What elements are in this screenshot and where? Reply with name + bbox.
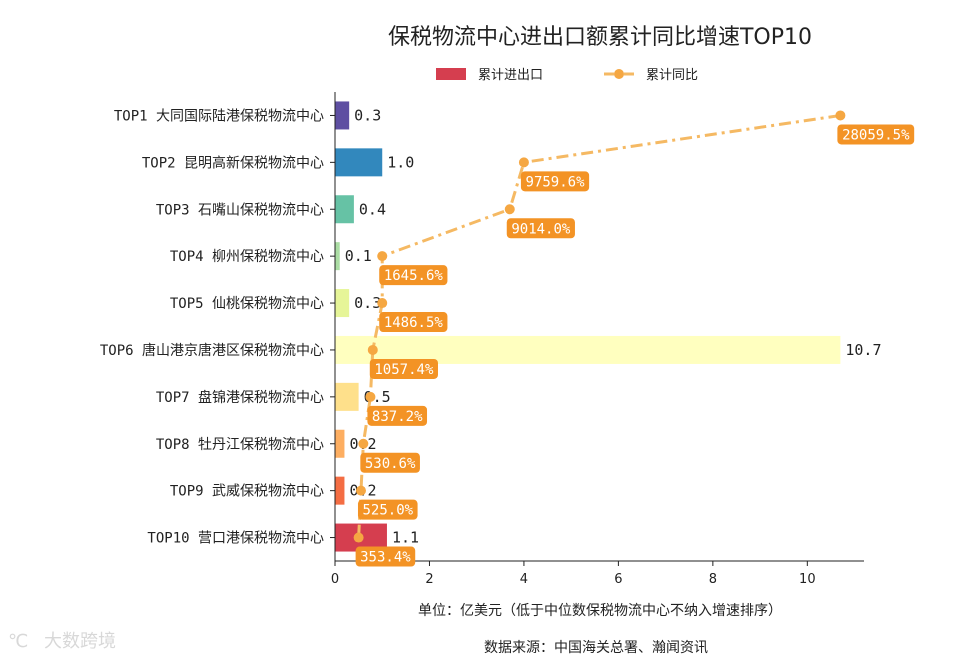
growth-marker	[353, 532, 364, 543]
bar	[335, 242, 340, 271]
x-tick-label: 2	[425, 572, 433, 587]
category-label: TOP3 石嘴山保税物流中心	[156, 202, 324, 218]
category-label: TOP9 武威保税物流中心	[170, 484, 324, 500]
x-axis-label: 单位：亿美元（低于中位数保税物流中心不纳入增速排序）	[418, 603, 782, 619]
bar	[335, 429, 345, 458]
growth-marker	[377, 251, 388, 262]
growth-label: 837.2%	[372, 409, 423, 425]
growth-label: 530.6%	[365, 456, 416, 472]
growth-marker	[835, 110, 846, 121]
category-label: TOP8 牡丹江保税物流中心	[156, 437, 324, 453]
bar-value-label: 0.3	[354, 106, 381, 124]
growth-label: 1645.6%	[384, 268, 444, 284]
growth-label: 9014.0%	[511, 221, 571, 237]
category-label: TOP4 柳州保税物流中心	[170, 248, 324, 265]
growth-label-box	[355, 546, 416, 567]
growth-label: 9759.6%	[526, 174, 586, 190]
growth-marker	[367, 344, 378, 355]
bar	[335, 476, 345, 505]
watermark-logo-icon: ℃	[8, 631, 28, 652]
growth-marker	[355, 485, 366, 496]
category-label: TOP6 唐山港京唐港区保税物流中心	[100, 342, 324, 359]
growth-label: 1057.4%	[374, 362, 434, 378]
growth-label: 1486.5%	[384, 315, 444, 331]
growth-label-box	[357, 499, 418, 520]
x-tick-label: 10	[799, 572, 816, 587]
bar-value-label: 0.4	[359, 200, 386, 218]
growth-label-box	[369, 358, 438, 379]
growth-label: 28059.5%	[842, 127, 910, 143]
category-labels-group: TOP1 大同国际陆港保税物流中心 TOP2 昆明高新保税物流中心 TOP3 石嘴山…	[100, 108, 324, 546]
bar-value-label: 0.3	[354, 294, 381, 312]
growth-marker	[518, 157, 529, 168]
bar-value-label: 10.7	[845, 341, 881, 359]
watermark-text: 大数跨境	[44, 631, 116, 652]
x-tick-label: 6	[614, 572, 622, 587]
bar	[335, 148, 383, 177]
category-label: TOP7 盘锦港保税物流中心	[156, 389, 324, 406]
legend-label-line: 累计同比	[646, 68, 698, 83]
bar-value-label: 1.1	[392, 529, 419, 547]
legend-label-bar: 累计进出口	[478, 68, 543, 83]
legend-swatch-bar	[436, 68, 466, 80]
growth-label-box	[360, 452, 420, 473]
axes-group: 0 2 4 6 8 10	[330, 92, 864, 587]
category-label: TOP2 昆明高新保税物流中心	[142, 154, 324, 171]
growth-label-box	[379, 312, 448, 333]
chart-title: 保税物流中心进出口额累计同比增速TOP10	[388, 25, 812, 50]
legend-swatch-marker	[614, 69, 624, 79]
watermark: ℃ 大数跨境	[8, 631, 116, 652]
x-tick-label: 4	[520, 572, 528, 587]
bar	[335, 195, 354, 224]
growth-label-box	[379, 265, 448, 286]
x-tick-label: 0	[331, 572, 339, 587]
legend: 累计进出口 累计同比	[436, 68, 698, 83]
growth-label-box	[837, 124, 915, 145]
growth-marker	[358, 438, 369, 449]
bar	[335, 289, 350, 318]
growth-marker	[504, 204, 515, 215]
growth-marker	[377, 298, 388, 309]
bar-value-label: 0.1	[345, 247, 372, 265]
growth-label-box	[520, 171, 590, 192]
growth-marker	[365, 391, 376, 402]
growth-line-group: 28059.5% 9759.6% 9014.0% 1645.6% 1486.5% 1057…	[353, 110, 915, 567]
growth-label: 353.4%	[360, 550, 411, 566]
bar	[335, 382, 359, 411]
category-label: TOP5 仙桃保税物流中心	[170, 296, 324, 312]
growth-label-box	[367, 405, 428, 426]
bar	[335, 101, 350, 130]
category-label: TOP10 营口港保税物流中心	[147, 531, 324, 547]
category-label: TOP1 大同国际陆港保税物流中心	[114, 108, 324, 124]
source-note: 数据来源：中国海关总署、瀚闻资讯	[484, 640, 708, 656]
growth-label-box	[506, 218, 575, 239]
growth-label: 525.0%	[362, 503, 413, 519]
x-tick-label: 8	[709, 572, 717, 587]
bar-value-label: 1.0	[387, 153, 414, 171]
